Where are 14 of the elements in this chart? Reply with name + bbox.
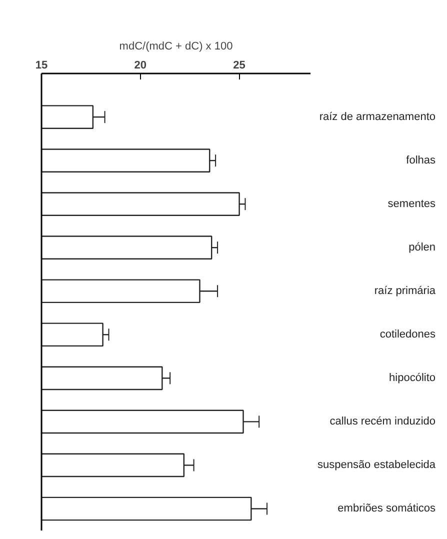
y-tick-label: raíz de armazenamento [319, 111, 436, 124]
x-tick-label: 25 [233, 60, 246, 72]
y-tick-label: sementes [388, 198, 436, 210]
y-tick-label: cotiledones [380, 328, 436, 341]
x-tick-label: 20 [134, 60, 147, 72]
x-axis-title: mdC/(mdC + dC) x 100 [119, 40, 233, 52]
y-tick-label: embriões somáticos [338, 502, 436, 515]
y-tick-label: hipocólito [389, 372, 436, 384]
y-tick-label: folhas [406, 154, 436, 167]
y-tick-label: suspensão estabelecida [317, 459, 436, 472]
y-tick-label: callus recém induzido [330, 416, 436, 428]
y-tick-label: pólen [408, 242, 436, 254]
x-tick-label: 15 [35, 60, 48, 72]
y-tick-label: raíz primária [374, 285, 436, 298]
